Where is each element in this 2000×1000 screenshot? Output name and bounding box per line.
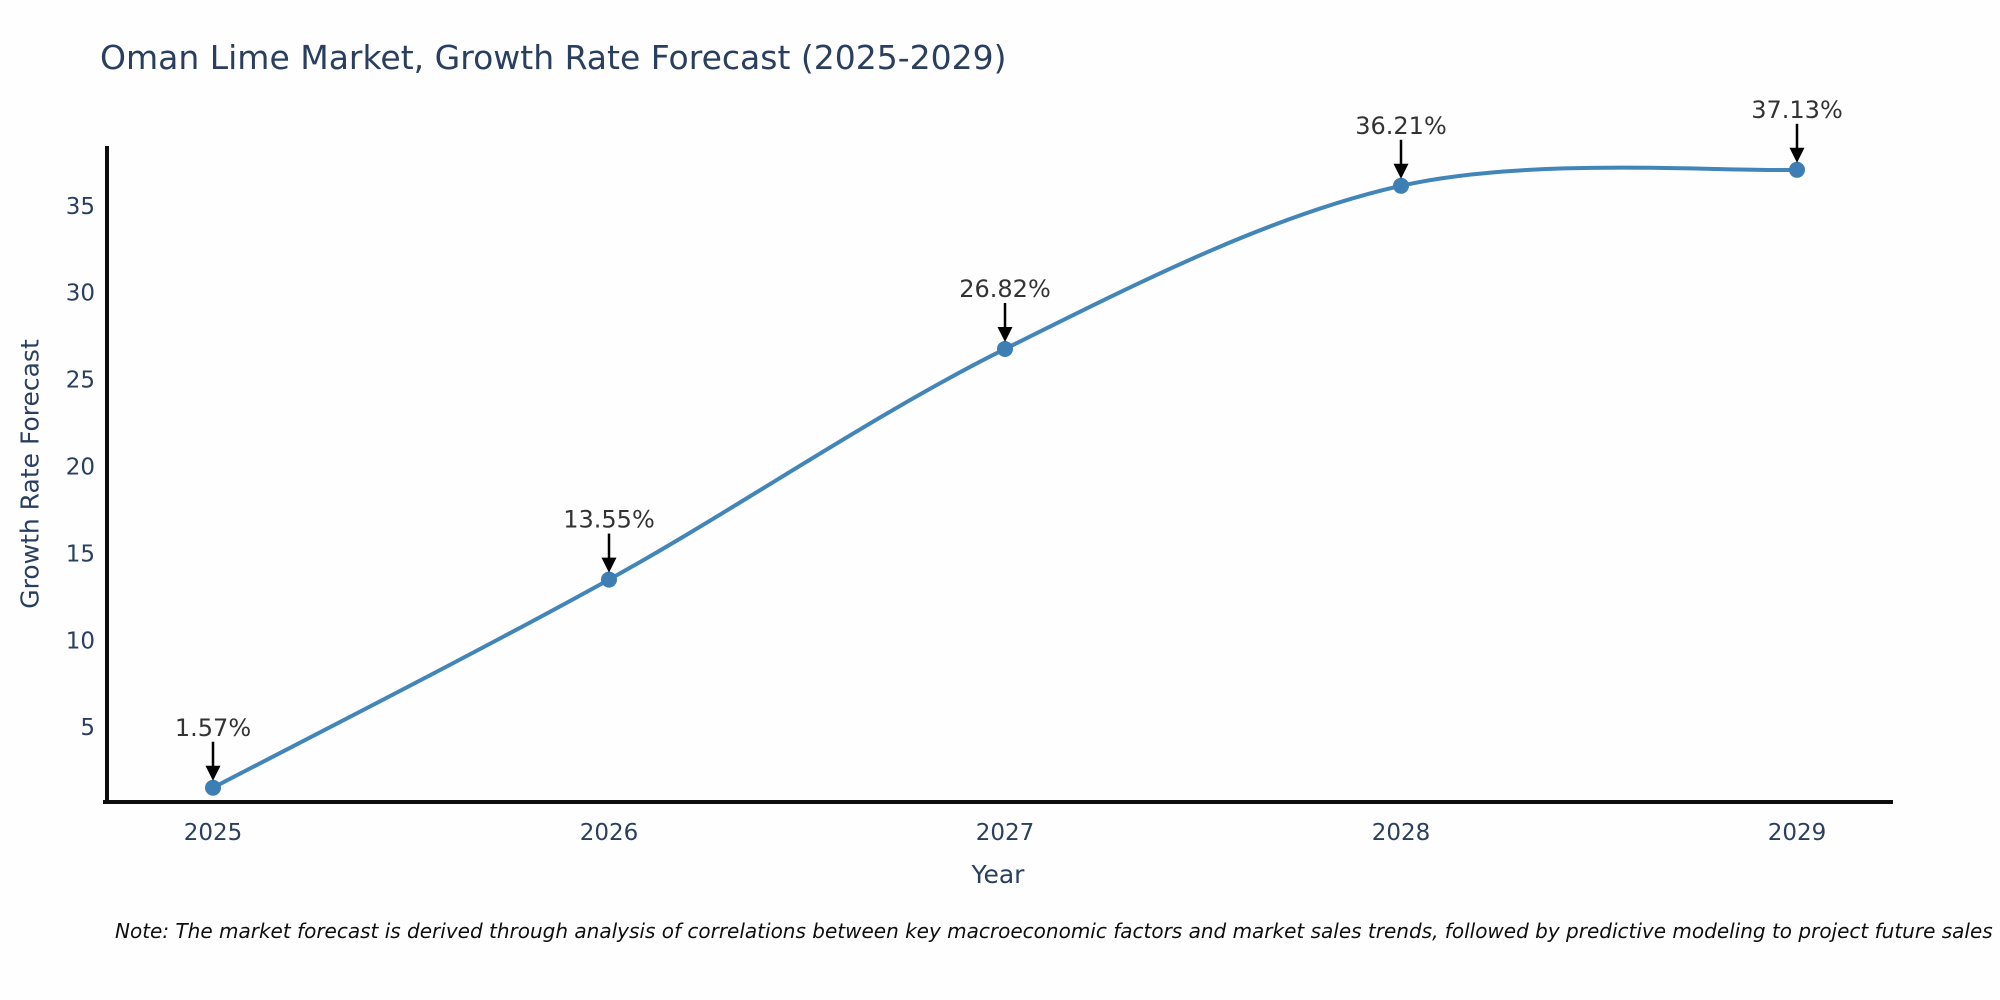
y-tick-label: 20 [66,454,95,480]
data-point-marker[interactable] [1789,161,1805,178]
y-tick-label: 10 [66,628,95,654]
point-annotation-label: 37.13% [1751,96,1843,124]
point-annotation-label: 1.57% [175,714,251,742]
data-point-marker[interactable] [205,779,221,796]
point-annotation-label: 26.82% [959,275,1051,303]
y-tick-label: 25 [66,368,95,394]
annotation-arrowhead [997,326,1013,342]
y-tick-label: 30 [66,281,95,307]
annotation-arrowhead [601,557,617,573]
y-tick-label: 15 [66,541,95,567]
point-annotation-label: 36.21% [1355,112,1447,140]
footnote: Note: The market forecast is derived thr… [115,919,1993,943]
chart-title: Oman Lime Market, Growth Rate Forecast (… [100,38,1007,77]
x-tick-label: 2026 [580,820,639,846]
forecast-line [211,165,1799,790]
point-annotation-label: 13.55% [563,506,655,534]
x-tick-label: 2025 [184,820,243,846]
x-tick-label: 2029 [1768,820,1827,846]
annotation-arrowhead [1789,147,1805,163]
x-tick-label: 2028 [1372,820,1431,846]
annotation-arrowhead [205,765,221,781]
x-tick-label: 2027 [976,820,1035,846]
x-axis-title: Year [971,860,1025,889]
data-point-marker[interactable] [1393,177,1409,194]
y-tick-label: 35 [66,194,95,220]
annotation-arrowhead [1393,163,1409,179]
data-point-marker[interactable] [997,340,1013,357]
data-point-marker[interactable] [601,571,617,588]
y-tick-label: 5 [80,715,95,741]
